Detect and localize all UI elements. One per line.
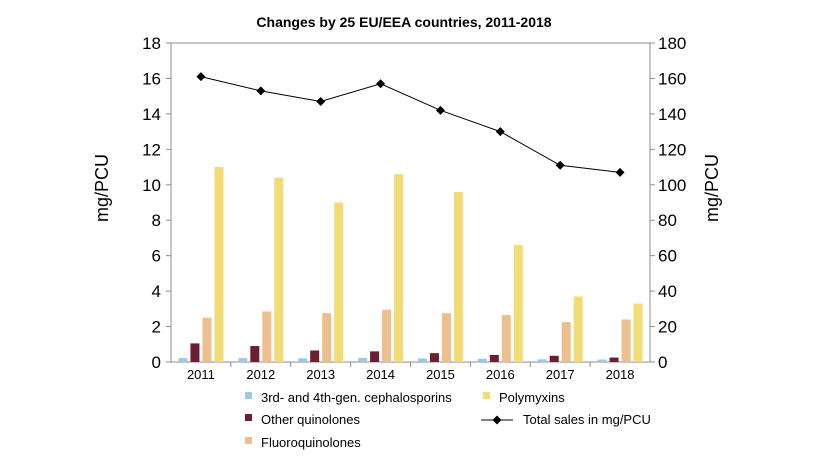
legend-marker	[492, 415, 502, 425]
line-point	[376, 79, 386, 89]
line-point	[495, 127, 505, 137]
legend-label: Total sales in mg/PCU	[523, 412, 651, 427]
line-point	[256, 86, 266, 96]
x-axis-ticks: 2011 2012 2013 2014 2015 2016 2017 2018	[187, 362, 635, 382]
legend-label: Fluoroquinolones	[261, 435, 361, 450]
legend-swatch	[483, 392, 490, 399]
bar	[621, 319, 631, 362]
right-tick-label: 20	[658, 318, 677, 337]
bar	[609, 357, 619, 362]
right-tick-label: 40	[658, 282, 677, 301]
bar	[633, 303, 643, 362]
line-point	[555, 160, 565, 170]
x-tick-label: 2014	[366, 367, 395, 382]
right-tick-label: 100	[658, 176, 686, 195]
right-tick-label: 80	[658, 211, 677, 230]
left-tick-label: 10	[142, 176, 161, 195]
legend-swatch	[245, 437, 252, 444]
legend-label: 3rd- and 4th-gen. cephalosporins	[261, 390, 452, 405]
legend-swatch	[245, 414, 252, 421]
line-point	[316, 96, 326, 106]
legend-label: Polymyxins	[499, 390, 565, 405]
bar	[394, 174, 404, 362]
left-tick-label: 8	[152, 211, 161, 230]
x-tick-label: 2015	[426, 367, 455, 382]
bar	[334, 202, 344, 362]
line-series	[196, 72, 625, 177]
bar	[358, 357, 368, 362]
bar	[214, 167, 224, 362]
bar	[322, 313, 332, 362]
left-tick-label: 12	[142, 140, 161, 159]
bar	[310, 350, 320, 362]
chart-title: Changes by 25 EU/EEA countries, 2011-201…	[256, 14, 551, 30]
bar	[202, 317, 212, 362]
bar	[501, 315, 511, 362]
bar	[382, 309, 392, 362]
left-tick-label: 2	[152, 318, 161, 337]
left-tick-label: 6	[152, 247, 161, 266]
bar	[298, 358, 308, 362]
bar	[370, 351, 380, 362]
right-tick-label: 0	[658, 353, 667, 372]
right-axis-ticks: 0 20 40 60 80 100 120 140 160 180	[650, 34, 686, 372]
x-tick-label: 2018	[606, 367, 635, 382]
right-tick-label: 180	[658, 34, 686, 53]
bar	[597, 359, 607, 362]
left-tick-label: 16	[142, 69, 161, 88]
bar	[573, 296, 583, 362]
left-tick-label: 0	[152, 353, 161, 372]
x-tick-label: 2017	[546, 367, 575, 382]
right-tick-label: 160	[658, 69, 686, 88]
bar	[262, 311, 272, 362]
bar	[549, 355, 559, 362]
left-tick-label: 14	[142, 105, 161, 124]
left-tick-label: 18	[142, 34, 161, 53]
right-tick-label: 120	[658, 140, 686, 159]
bar	[238, 358, 248, 362]
x-tick-label: 2012	[246, 367, 275, 382]
bar	[190, 343, 200, 362]
left-tick-label: 4	[152, 282, 161, 301]
left-axis-ticks: 0 2 4 6 8 10 12 14 16 18	[142, 34, 171, 372]
line-point	[435, 105, 445, 115]
bar	[513, 245, 523, 362]
line-point	[615, 167, 625, 177]
bar	[537, 359, 547, 362]
bar	[561, 322, 571, 362]
x-tick-label: 2013	[306, 367, 335, 382]
line-point	[196, 72, 206, 82]
x-tick-label: 2011	[187, 367, 215, 382]
bar	[489, 354, 499, 362]
total-sales-line	[200, 76, 621, 173]
bar-marks	[178, 167, 643, 362]
right-tick-label: 140	[658, 105, 686, 124]
legend-swatch	[245, 392, 252, 399]
bar	[250, 346, 260, 362]
bar	[441, 313, 451, 362]
bar	[429, 353, 439, 362]
x-tick-label: 2016	[486, 367, 515, 382]
bar	[417, 358, 427, 362]
bar	[477, 358, 487, 362]
right-axis-title: mg/PCU	[702, 154, 722, 222]
legend: 3rd- and 4th-gen. cephalosporins Polymyxi…	[245, 390, 651, 450]
bar	[178, 358, 188, 362]
right-tick-label: 60	[658, 247, 677, 266]
bar	[453, 191, 463, 362]
bar	[274, 177, 284, 362]
legend-label: Other quinolones	[261, 412, 361, 427]
left-axis-title: mg/PCU	[92, 154, 112, 222]
